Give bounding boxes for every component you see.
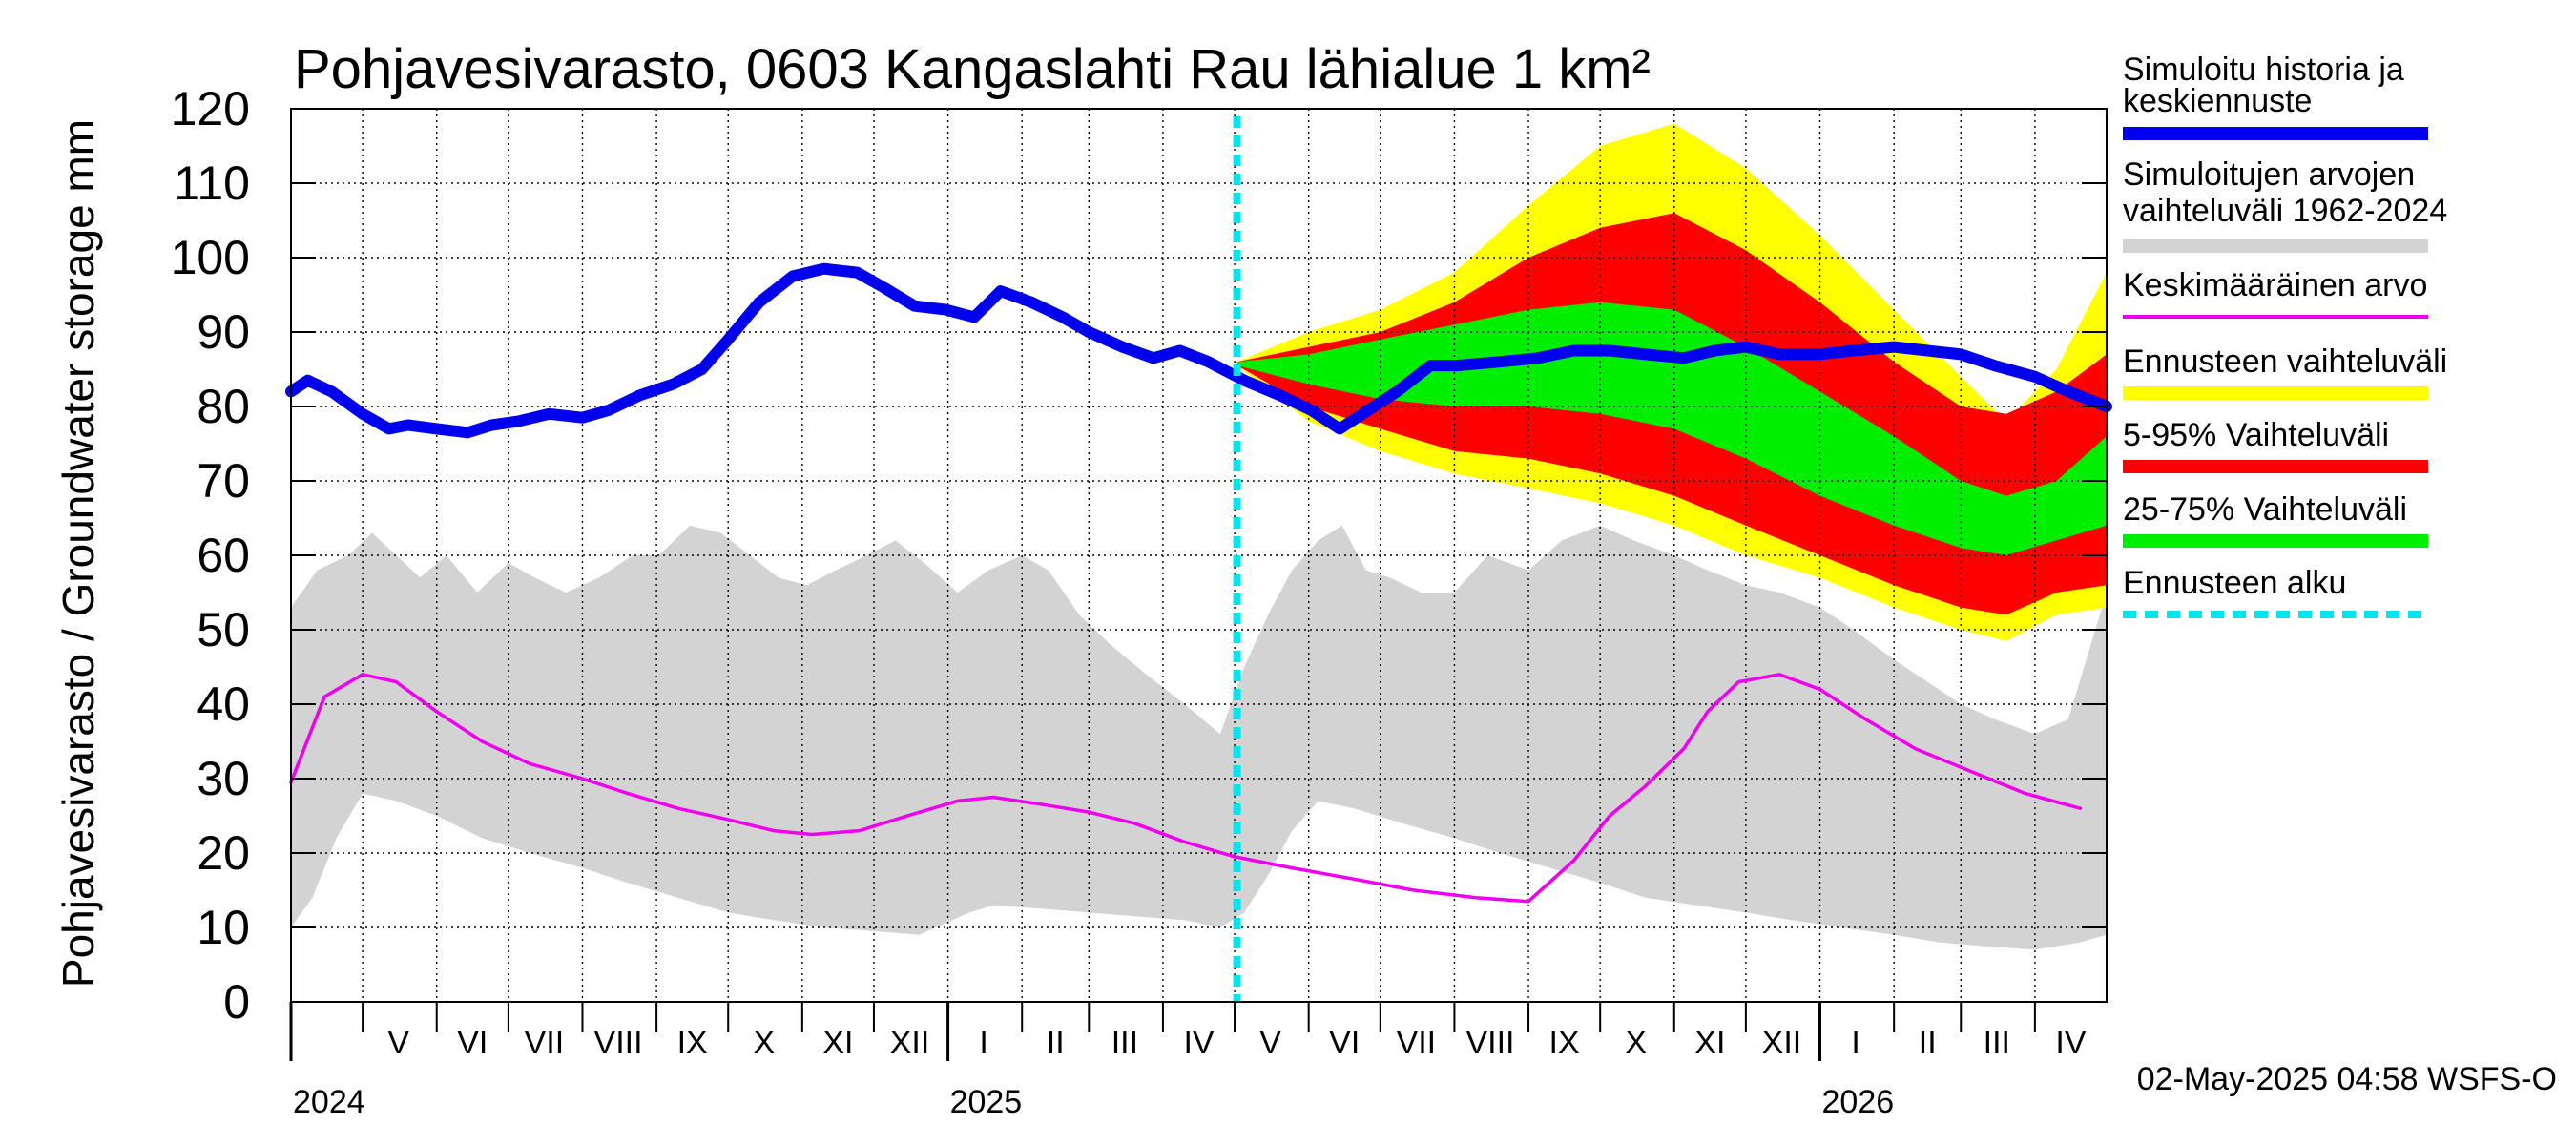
x-month-label: V: [387, 1025, 409, 1061]
x-month-label: IX: [1549, 1025, 1580, 1061]
y-tick-label: 90: [197, 305, 250, 359]
y-tick-label: 30: [197, 752, 250, 805]
x-month-label: XII: [1762, 1025, 1802, 1061]
y-tick-label: 60: [197, 529, 250, 582]
legend-label: Keskimääräinen arvo: [2123, 267, 2427, 303]
legend-label: Ennusteen vaihteluväli: [2123, 344, 2447, 380]
hist-range-area: [291, 525, 2107, 950]
y-tick-label: 70: [197, 454, 250, 508]
y-tick-label: 100: [171, 231, 250, 284]
y-tick-label: 50: [197, 603, 250, 656]
y-tick-labels: 0 10 20 30 40 50 60 70 80 90 100 110 120: [171, 82, 250, 1029]
x-month-label: XII: [890, 1025, 930, 1061]
chart-title: Pohjavesivarasto, 0603 Kangaslahti Rau l…: [294, 38, 1651, 100]
x-month-label: II: [1047, 1025, 1065, 1061]
y-tick-label: 10: [197, 901, 250, 954]
x-month-label: XI: [1694, 1025, 1725, 1061]
x-month-label: VI: [1329, 1025, 1360, 1061]
y-tick-label: 110: [174, 156, 250, 210]
x-month-label: II: [1919, 1025, 1937, 1061]
x-month-label: VI: [457, 1025, 488, 1061]
x-month-label: III: [1984, 1025, 2010, 1061]
x-month-label: IV: [2055, 1025, 2086, 1061]
x-month-label: I: [1851, 1025, 1859, 1061]
y-axis-label: Pohjavesivarasto / Groundwater storage m…: [53, 119, 103, 988]
grid: [291, 108, 2107, 1003]
x-month-label: VII: [1397, 1025, 1437, 1061]
y-tick-label: 40: [197, 677, 250, 731]
x-month-label: XI: [822, 1025, 853, 1061]
x-month-label: I: [979, 1025, 987, 1061]
legend: Simuloitu historia ja keskiennuste Simuloi…: [2123, 52, 2447, 618]
y-tick-label: 0: [223, 975, 250, 1029]
x-month-label: VIII: [1465, 1025, 1514, 1061]
y-tick-label: 80: [197, 380, 250, 433]
x-month-label: III: [1111, 1025, 1138, 1061]
x-year-label: 2024: [293, 1084, 365, 1120]
legend-label: Simuloitu historia ja keskiennuste: [2123, 52, 2404, 119]
simulated-line: [285, 262, 2112, 439]
legend-label: Simuloitujen arvojen vaihteluväli 1962-20…: [2123, 156, 2447, 229]
x-month-label: VII: [525, 1025, 565, 1061]
simulated-polyline: [285, 262, 2112, 439]
x-month-label: VIII: [594, 1025, 643, 1061]
x-month-labels: V VI VII VIII IX X XI XII I II III IV V VI VII VIII IX X X…: [387, 1025, 2086, 1061]
y-tick-label: 20: [197, 826, 250, 880]
x-year-labels: 2024 2025 2026: [293, 1084, 1894, 1120]
footer-timestamp: 02-May-2025 04:58 WSFS-O: [2137, 1061, 2557, 1097]
mean-polyline: [289, 673, 2083, 904]
axes: [289, 108, 2108, 1061]
hist-range-band: [291, 525, 2107, 950]
x-month-label: V: [1259, 1025, 1281, 1061]
mean-line: [289, 673, 2083, 904]
x-year-label: 2026: [1822, 1084, 1895, 1120]
x-month-label: IV: [1183, 1025, 1214, 1061]
y-tick-label: 120: [171, 82, 250, 135]
x-month-label: X: [1625, 1025, 1647, 1061]
x-month-label: IX: [677, 1025, 708, 1061]
x-month-label: X: [753, 1025, 775, 1061]
legend-label: 5-95% Vaihteluväli: [2123, 417, 2389, 453]
legend-label: 25-75% Vaihteluväli: [2123, 491, 2407, 528]
x-year-label: 2025: [950, 1084, 1023, 1120]
legend-label: Ennusteen alku: [2123, 565, 2346, 601]
